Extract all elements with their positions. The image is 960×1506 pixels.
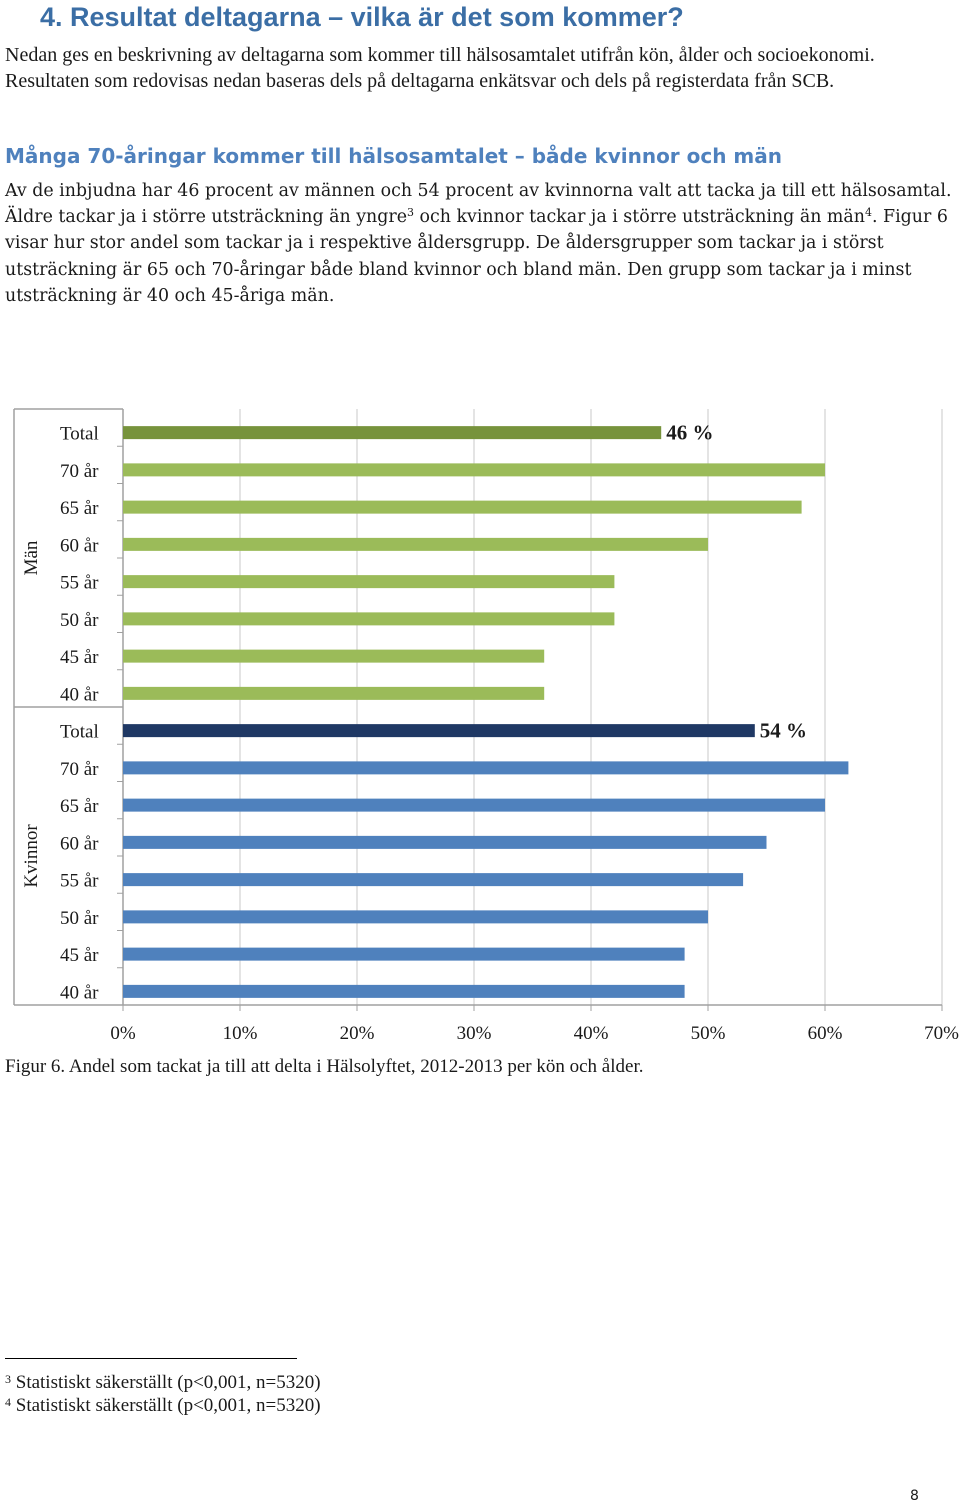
bar <box>123 761 849 775</box>
category-label: Total <box>60 722 99 743</box>
bar <box>123 537 708 551</box>
data-label: 46 % <box>666 421 713 445</box>
section-heading: 4. Resultat deltagarna – vilka är det so… <box>40 2 684 32</box>
footnote-text: Statistiskt säkerställt (p<0,001, n=5320… <box>15 1372 321 1393</box>
body-text-2: och kvinnor tackar ja i större utsträckn… <box>413 207 865 228</box>
body-text-1: Av de inbjudna har 46 procent av männen … <box>5 181 952 228</box>
footnote-number: 4 <box>5 1395 11 1409</box>
category-label: 65 år <box>60 796 99 817</box>
bar <box>123 798 825 812</box>
category-label: 40 år <box>60 684 99 705</box>
bar <box>123 873 744 887</box>
category-label: 70 år <box>60 461 99 482</box>
category-label: 40 år <box>60 982 99 1003</box>
bar <box>123 947 685 961</box>
bar <box>123 649 545 663</box>
bar <box>123 426 662 440</box>
x-tick-label: 70% <box>924 1023 959 1044</box>
category-label: 50 år <box>60 610 99 631</box>
bar <box>123 575 615 589</box>
x-tick-label: 60% <box>808 1023 843 1044</box>
figure-caption: Figur 6. Andel som tackat ja till att de… <box>5 1056 644 1077</box>
body-text-3: . Figur 6 visar hur stor andel som tacka… <box>5 207 948 306</box>
page-number: 8 <box>910 1488 919 1504</box>
bar <box>123 463 825 477</box>
group-label-1: Kvinnor <box>21 824 42 888</box>
category-label: 45 år <box>60 647 99 668</box>
footnote-ref-4[interactable]: 4 <box>864 206 872 220</box>
bar <box>123 686 545 700</box>
footnote-4: 4 Statistiskt säkerställt (p<0,001, n=53… <box>5 1395 321 1417</box>
group-label-0: Män <box>21 540 42 575</box>
category-label: 65 år <box>60 498 99 519</box>
category-label: 50 år <box>60 908 99 929</box>
footnote-number: 3 <box>5 1372 11 1386</box>
data-label: 54 % <box>760 719 807 743</box>
x-tick-label: 40% <box>574 1023 609 1044</box>
bar <box>123 835 767 849</box>
footnote-text: Statistiskt säkerställt (p<0,001, n=5320… <box>15 1395 321 1416</box>
bar <box>123 910 708 924</box>
footnote-ref-3[interactable]: 3 <box>406 206 414 220</box>
category-label: Total <box>60 424 99 445</box>
intro-paragraph: Nedan ges en beskrivning av deltagarna s… <box>5 44 875 92</box>
category-label: 60 år <box>60 535 99 556</box>
bar <box>123 984 685 998</box>
footnote-3: 3 Statistiskt säkerställt (p<0,001, n=53… <box>5 1372 321 1394</box>
category-label: 55 år <box>60 573 99 594</box>
bar <box>123 724 755 738</box>
x-tick-label: 0% <box>110 1023 136 1044</box>
x-tick-label: 10% <box>223 1023 258 1044</box>
body-paragraph: Av de inbjudna har 46 procent av männen … <box>5 178 960 309</box>
category-label: 55 år <box>60 871 99 892</box>
x-tick-label: 20% <box>340 1023 375 1044</box>
bar <box>123 500 802 514</box>
bar <box>123 612 615 626</box>
bar-chart: Män Total 46 % 70 år 65 år 60 år 55 år 50 år 45 … <box>13 408 959 1044</box>
category-label: 45 år <box>60 945 99 966</box>
footnote-divider <box>5 1358 297 1359</box>
subheading: Många 70-åringar kommer till hälsosamtal… <box>5 144 783 168</box>
category-label: 70 år <box>60 759 99 780</box>
x-tick-label: 30% <box>457 1023 492 1044</box>
x-tick-label: 50% <box>691 1023 726 1044</box>
category-label: 60 år <box>60 833 99 854</box>
